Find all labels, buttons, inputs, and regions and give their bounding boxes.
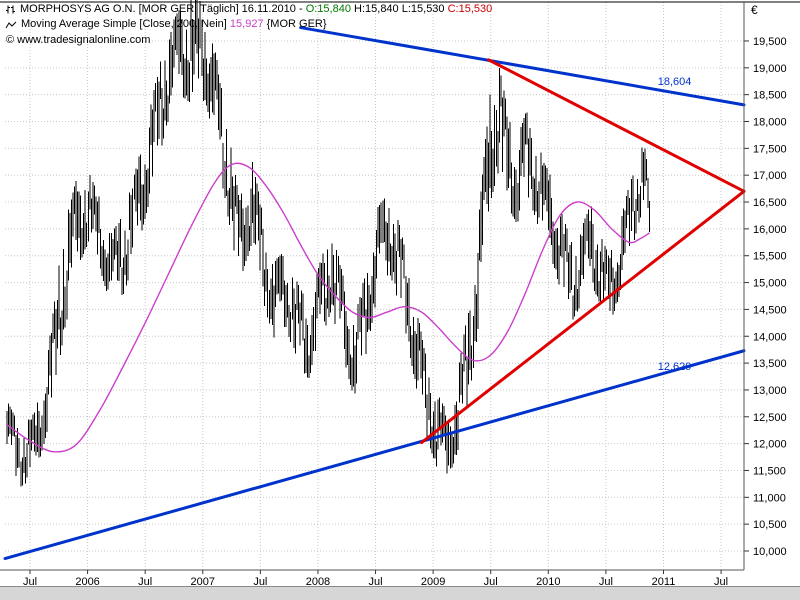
- chart-scrollbar[interactable]: [0, 586, 800, 600]
- x-axis-tick-label: 2011: [652, 576, 676, 588]
- ma-name: Moving Average Simple [Close, 200, Nein]: [21, 18, 230, 30]
- currency-label: €: [751, 3, 758, 17]
- zigzag-line-icon: [5, 20, 17, 30]
- x-axis-tick-label: Jul: [484, 576, 498, 588]
- y-axis-tick-label: 18,000: [753, 117, 787, 129]
- y-axis-tick-label: 17,000: [753, 170, 787, 182]
- y-axis-tick-label: 14,500: [753, 304, 787, 316]
- high-low-values: H:15,840 L:15,530: [350, 3, 448, 15]
- y-axis-tick-label: 13,500: [753, 358, 787, 370]
- y-axis-tick-label: 11,500: [753, 465, 786, 477]
- y-axis-tick-label: 12,000: [753, 439, 787, 451]
- trendline-value-label: 12,629: [658, 361, 692, 373]
- x-axis-tick-label: 2006: [75, 576, 99, 588]
- y-axis-tick-label: 15,500: [753, 251, 787, 263]
- y-axis-tick-label: 10,500: [753, 519, 787, 531]
- moving-average-line[interactable]: [6, 162, 651, 453]
- x-axis-tick-label: Jul: [23, 576, 37, 588]
- open-value: O:15,840: [305, 3, 351, 15]
- x-axis-tick-label: 2010: [536, 576, 560, 588]
- ohlc-bars-icon: [5, 4, 16, 15]
- x-axis-tick-label: 2007: [191, 576, 215, 588]
- x-axis-tick-label: Jul: [599, 576, 613, 588]
- ma-value: 15,927: [229, 18, 264, 30]
- y-axis-tick-label: 10,000: [753, 546, 787, 558]
- copyright-text: © www.tradesignalonline.com: [6, 34, 151, 46]
- copyright-notice: © www.tradesignalonline.com: [6, 34, 150, 47]
- y-axis-tick-label: 19,500: [753, 36, 787, 48]
- y-axis-tick-label: 17,500: [753, 143, 787, 155]
- x-axis-tick-label: Jul: [253, 576, 267, 588]
- instrument-legend[interactable]: MORPHOSYS AG O.N. [MOR GER Täglich] 16.1…: [5, 3, 492, 16]
- ma-scope: {MOR GER}: [263, 18, 327, 30]
- x-axis-tick-label: 2008: [306, 576, 330, 588]
- ascending-support-line[interactable]: [3, 349, 746, 561]
- y-axis-tick-label: 13,000: [753, 385, 787, 397]
- x-axis-tick-label: Jul: [138, 576, 152, 588]
- y-axis-tick-label: 11,000: [753, 492, 786, 504]
- y-axis-tick-label: 16,000: [753, 224, 787, 236]
- y-axis-tick-label: 18,500: [753, 90, 787, 102]
- y-axis-tick-label: 19,000: [753, 63, 787, 75]
- y-axis-tick-label: 12,500: [753, 412, 787, 424]
- descending-resistance-line[interactable]: [299, 26, 746, 107]
- instrument-title: MORPHOSYS AG O.N. [MOR GER Täglich] 16.1…: [20, 3, 306, 15]
- y-axis-tick-label: 16,500: [753, 197, 787, 209]
- x-axis-tick-label: Jul: [714, 576, 728, 588]
- x-axis-tick-label: Jul: [369, 576, 383, 588]
- triangle-upper-line[interactable]: [486, 58, 746, 193]
- moving-average-legend[interactable]: Moving Average Simple [Close, 200, Nein]…: [5, 18, 327, 31]
- trendline-value-label: 18,604: [658, 76, 692, 88]
- triangle-lower-line[interactable]: [420, 189, 746, 445]
- y-axis-tick-label: 14,000: [753, 331, 787, 343]
- close-value: C:15,530: [447, 3, 493, 15]
- y-axis-tick-label: 15,000: [753, 278, 787, 290]
- x-axis-tick-label: 2009: [421, 576, 445, 588]
- price-bars[interactable]: [6, 0, 651, 487]
